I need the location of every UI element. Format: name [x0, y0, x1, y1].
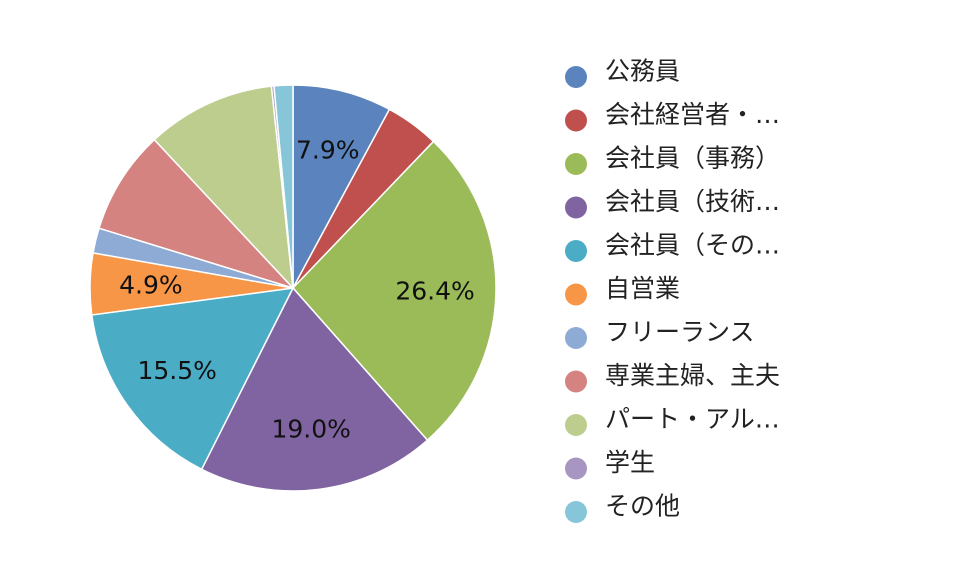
legend-label: 学生 [605, 448, 655, 477]
legend-item: フリーランス [565, 318, 755, 349]
pie-slice [291, 140, 497, 442]
legend-label: 専業主婦、主夫 [605, 361, 780, 390]
legend-label: その他 [605, 492, 680, 521]
legend-item: 会社員（技術… [565, 187, 780, 219]
legend-marker [565, 153, 587, 175]
legend-label: パート・アル… [605, 405, 780, 434]
pie-slice [98, 138, 296, 290]
pie-slices [89, 84, 497, 492]
legend-item: 専業主婦、主夫 [565, 361, 780, 393]
legend-label: 会社員（技術… [605, 187, 780, 216]
pie-slice [200, 286, 429, 492]
legend-item: 会社経営者・… [565, 100, 780, 132]
pie-slice [153, 85, 294, 291]
slice-value-label: 15.5% [137, 356, 216, 385]
legend-label: 会社員（その… [605, 231, 780, 260]
legend-item: 会社員（事務） [565, 144, 780, 175]
legend-marker [565, 501, 587, 523]
pie-slice [273, 84, 294, 289]
slice-value-label: 26.4% [395, 276, 474, 305]
legend-marker [565, 109, 587, 132]
pie-slice [90, 287, 295, 471]
pie-slice-labels: 7.9% 26.4% 19.0% 15.5% 4.9% [119, 136, 475, 444]
legend-marker [565, 196, 587, 219]
legend-item: 会社員（その… [565, 231, 780, 262]
legend-label: 公務員 [605, 57, 680, 86]
pie-slice [292, 84, 391, 289]
legend-label: 会社員（事務） [605, 144, 780, 173]
legend-item: その他 [565, 492, 680, 523]
legend-marker [565, 240, 587, 262]
legend-marker [565, 457, 587, 480]
legend-label: フリーランス [605, 318, 755, 347]
legend-marker [565, 414, 587, 436]
legend-label: 会社経営者・… [605, 100, 780, 129]
legend-item: パート・アル… [565, 405, 780, 436]
legend-marker [565, 370, 587, 393]
legend-item: 学生 [565, 448, 655, 480]
slice-value-label: 7.9% [296, 136, 360, 165]
legend-item: 自営業 [565, 274, 680, 306]
legend-marker [565, 327, 587, 349]
legend-label: 自営業 [605, 274, 680, 303]
legend-item: 公務員 [565, 57, 680, 88]
slice-value-label: 4.9% [119, 271, 183, 300]
legend-marker [565, 66, 587, 88]
slice-value-label: 19.0% [271, 414, 350, 443]
legend-marker [565, 283, 587, 306]
